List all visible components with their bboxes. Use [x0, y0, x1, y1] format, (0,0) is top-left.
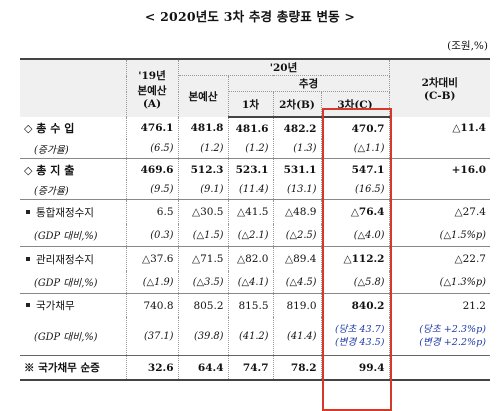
row-consolidated-balance: 통합재정수지 6.5 △30.5 △41.5 △48.9 △76.4 △27.4 — [20, 199, 490, 224]
header-second: 2차(B) — [273, 91, 322, 118]
header-corner — [20, 58, 127, 117]
bullet-square-icon — [26, 209, 30, 214]
debt-gdp-revised: (변경 43.5) — [334, 337, 385, 348]
row-total-revenue: ◇ 총 수 입 476.1 481.8 481.6 482.2 470.7 △1… — [20, 117, 490, 139]
page-title: < 2020년도 3차 추경 총량표 변동 > — [144, 9, 356, 24]
debt-gdp-diff-revised: (변경 +2.2%p) — [419, 337, 486, 348]
bullet-square-icon — [26, 303, 30, 307]
debt-gdp-original: (당초 43.7) — [334, 324, 385, 335]
unit-label: (조원,%) — [447, 40, 488, 52]
debt-gdp-diff-original: (당초 +2.3%p) — [419, 324, 486, 335]
budget-table: '19년 본예산 (A) '20년 2차대비 (C-B) 본예산 추경 1차 2… — [20, 58, 490, 381]
row-consolidated-gdp: (GDP 대비,%) (0.3) (△1.5) (△2.1) (△2.5) (△… — [20, 224, 490, 247]
row-net-debt-increase: ※ 국가채무 순증 32.6 64.4 74.7 78.2 99.4 — [20, 355, 490, 381]
row-debt-gdp: (GDP 대비,%) (37.1) (39.8) (41.2) (41.4) (… — [20, 317, 490, 356]
bullet-square-icon — [26, 256, 30, 261]
row-national-debt: 국가채무 740.8 805.2 815.5 819.0 840.2 21.2 — [20, 293, 490, 317]
row-expenditure-growth: (증가율) (9.5) (9.1) (11.4) (13.1) (16.5) — [20, 180, 490, 200]
row-managed-gdp: (GDP 대비,%) (△1.9) (△3.5) (△4.1) (△4.5) (… — [20, 271, 490, 294]
header-2020-budget: 본예산 — [178, 75, 229, 117]
header-diff: 2차대비 (C-B) — [389, 58, 490, 117]
row-revenue-growth: (증가율) (6.5) (1.2) (1.2) (1.3) (△1.1) — [20, 139, 490, 159]
header-2020: '20년 — [178, 58, 390, 76]
header-supplementary: 추경 — [228, 75, 390, 92]
header-2019-budget: '19년 본예산 (A) — [126, 58, 179, 117]
row-managed-balance: 관리재정수지 △37.6 △71.5 △82.0 △89.4 △112.2 △2… — [20, 246, 490, 271]
header-third: 3차(C) — [321, 91, 390, 118]
row-total-expenditure: ◇ 총 지 출 469.6 512.3 523.1 531.1 547.1 +1… — [20, 158, 490, 180]
header-first: 1차 — [228, 91, 274, 118]
